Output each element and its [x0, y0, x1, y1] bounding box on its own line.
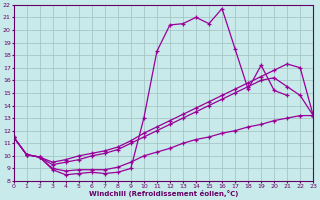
- X-axis label: Windchill (Refroidissement éolien,°C): Windchill (Refroidissement éolien,°C): [89, 190, 238, 197]
